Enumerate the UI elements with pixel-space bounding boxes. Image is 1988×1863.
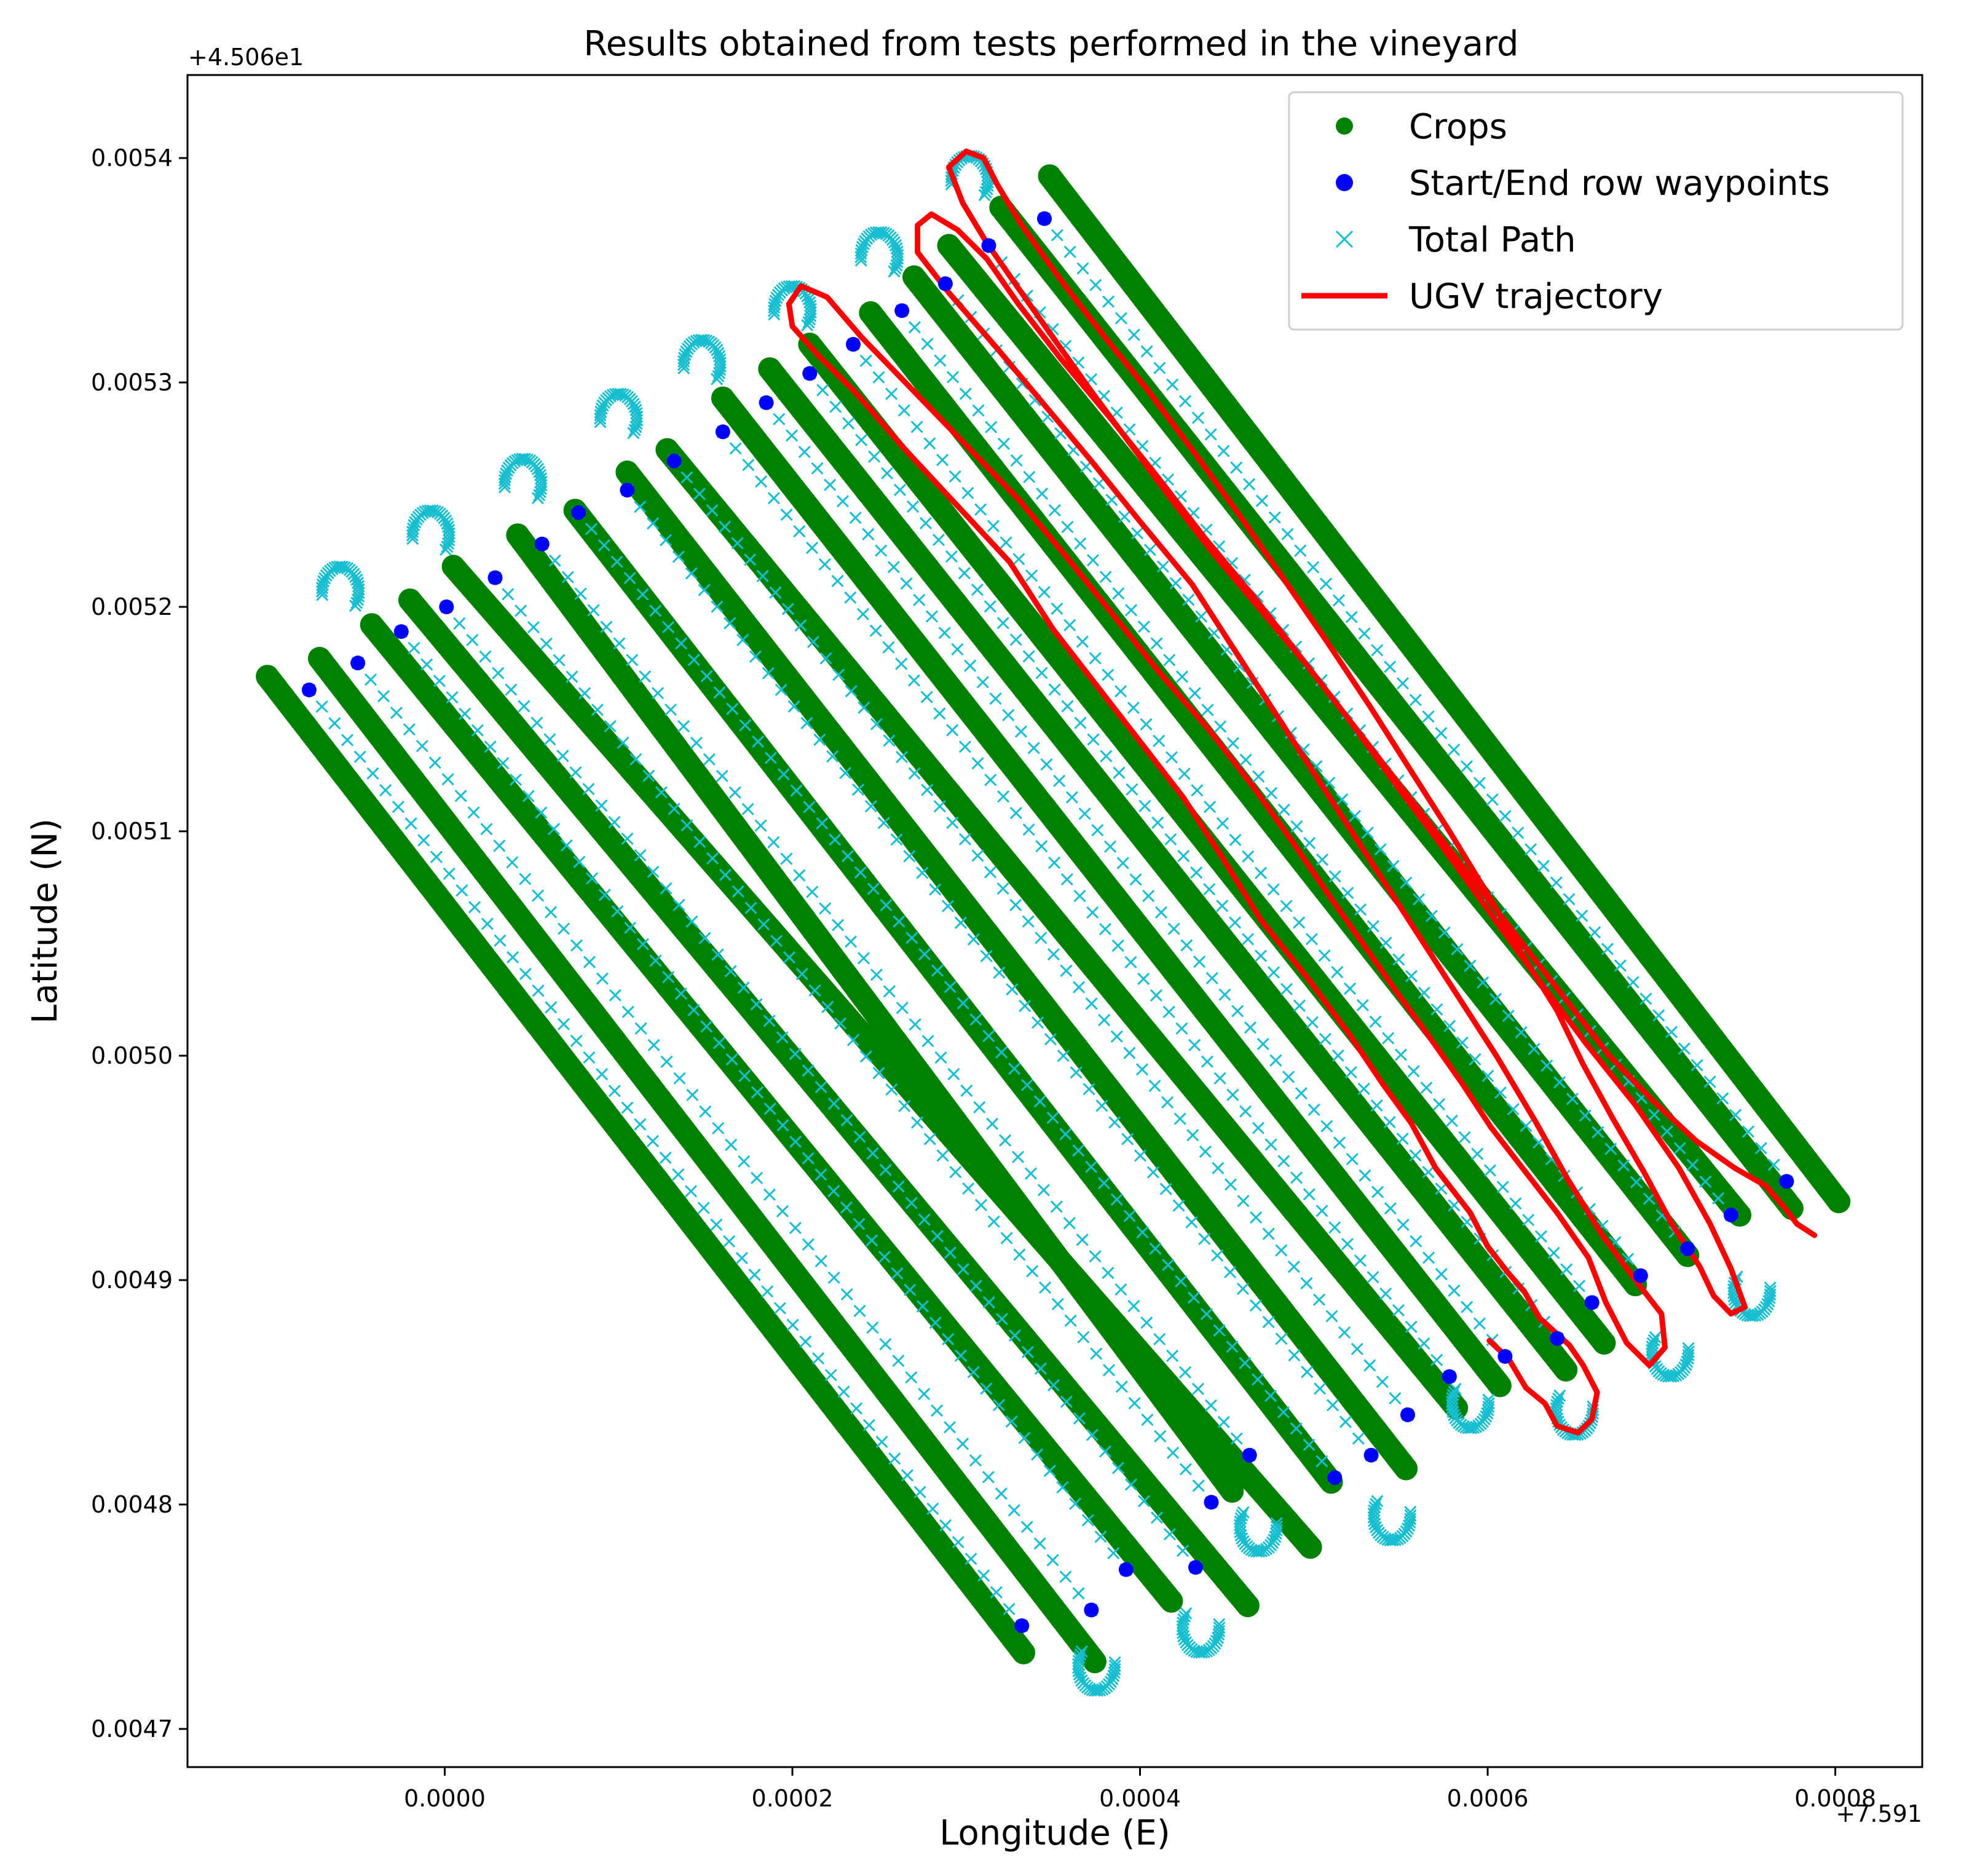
crop-point xyxy=(1394,1457,1418,1481)
crop-point xyxy=(1220,1479,1244,1503)
crop-point xyxy=(1554,1358,1578,1382)
crops-series xyxy=(256,164,1851,1674)
crop-point xyxy=(1083,1650,1106,1674)
chart-title: Results obtained from tests performed in… xyxy=(583,24,1518,64)
crop-point xyxy=(1488,1374,1512,1398)
plot-area xyxy=(186,74,1923,1768)
crop-point xyxy=(1012,1640,1036,1664)
crop-point xyxy=(1159,1589,1183,1613)
y-offset-label: +4.506e1 xyxy=(188,44,304,71)
crop-point xyxy=(1298,1535,1322,1559)
crop-point xyxy=(1592,1331,1616,1355)
crop-point xyxy=(1236,1594,1260,1618)
